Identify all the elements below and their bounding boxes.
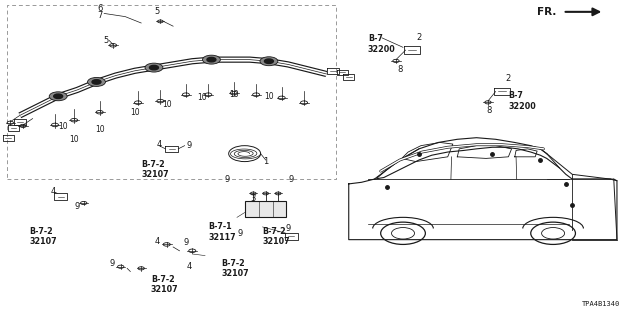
Text: 10: 10 bbox=[69, 135, 79, 144]
Circle shape bbox=[207, 57, 216, 62]
Text: 10: 10 bbox=[229, 90, 239, 99]
Circle shape bbox=[145, 63, 163, 72]
Text: B-7-1
32117: B-7-1 32117 bbox=[208, 222, 236, 242]
Text: 2: 2 bbox=[417, 33, 422, 42]
Text: FR.: FR. bbox=[537, 7, 556, 17]
Text: 10: 10 bbox=[95, 125, 104, 134]
Circle shape bbox=[150, 65, 159, 70]
Text: 9: 9 bbox=[75, 202, 80, 211]
Text: 5: 5 bbox=[154, 7, 160, 16]
Text: 9: 9 bbox=[289, 175, 294, 184]
Text: B-7-2
32107: B-7-2 32107 bbox=[29, 227, 57, 246]
Circle shape bbox=[54, 94, 63, 99]
Text: 4: 4 bbox=[186, 262, 192, 271]
Circle shape bbox=[92, 80, 101, 84]
Circle shape bbox=[49, 92, 67, 101]
Text: 9: 9 bbox=[183, 238, 189, 247]
Text: 4: 4 bbox=[154, 237, 160, 246]
Text: 4: 4 bbox=[51, 188, 56, 196]
Bar bbox=[245, 201, 287, 217]
Text: 10: 10 bbox=[197, 93, 207, 102]
Text: 8: 8 bbox=[486, 106, 492, 115]
Text: 10: 10 bbox=[58, 122, 68, 131]
Text: 8: 8 bbox=[397, 65, 403, 74]
Circle shape bbox=[260, 57, 278, 66]
Text: 3: 3 bbox=[250, 194, 255, 203]
Circle shape bbox=[202, 55, 220, 64]
Text: 5: 5 bbox=[104, 36, 109, 45]
Circle shape bbox=[264, 59, 273, 63]
Text: 9: 9 bbox=[237, 229, 243, 238]
Text: 9: 9 bbox=[225, 175, 230, 184]
Text: 10: 10 bbox=[264, 92, 274, 101]
Text: 1: 1 bbox=[263, 157, 268, 166]
Text: 7: 7 bbox=[97, 11, 102, 20]
Text: 9: 9 bbox=[186, 141, 192, 150]
Text: B-7-2
32107: B-7-2 32107 bbox=[221, 259, 249, 278]
Text: 10: 10 bbox=[162, 100, 172, 109]
Text: 9: 9 bbox=[285, 224, 291, 233]
Text: B-7
32200: B-7 32200 bbox=[508, 92, 536, 111]
Text: B-7-2
32107: B-7-2 32107 bbox=[151, 275, 179, 294]
Circle shape bbox=[88, 77, 106, 86]
Text: 4: 4 bbox=[156, 140, 162, 148]
Text: B-7
32200: B-7 32200 bbox=[368, 34, 396, 53]
Text: B-7-2
32107: B-7-2 32107 bbox=[141, 160, 169, 180]
Text: 9: 9 bbox=[110, 259, 115, 268]
Text: 6: 6 bbox=[97, 4, 102, 13]
Text: 10: 10 bbox=[130, 108, 140, 117]
Text: TPA4B1340: TPA4B1340 bbox=[582, 300, 620, 307]
Text: 2: 2 bbox=[506, 74, 511, 83]
Text: B-7-2
32107: B-7-2 32107 bbox=[262, 227, 290, 246]
